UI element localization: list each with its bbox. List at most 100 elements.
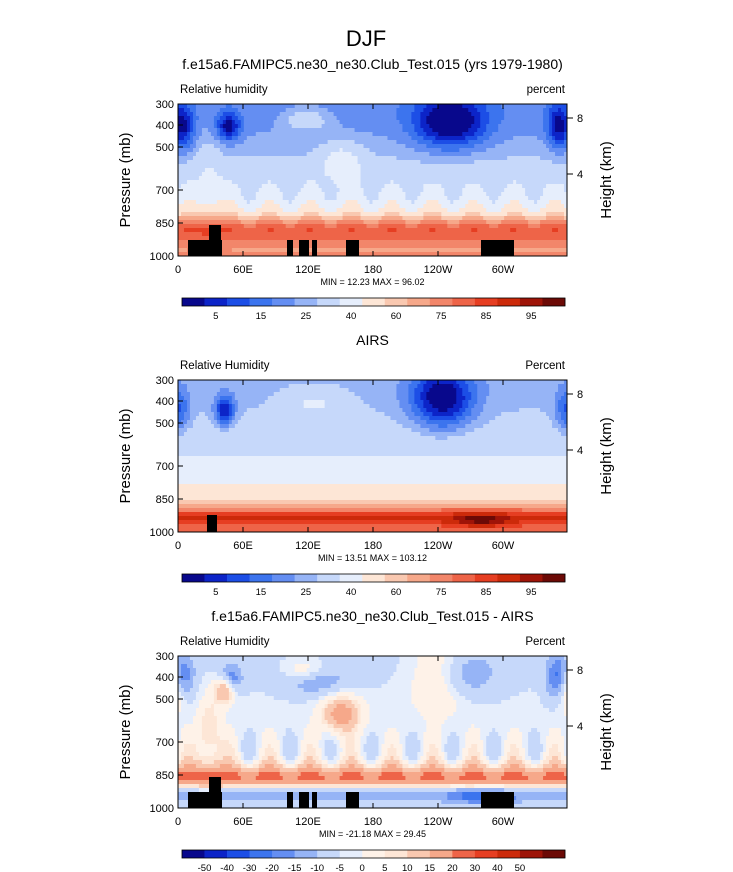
heatmap-cell xyxy=(324,224,329,229)
heatmap-cell xyxy=(240,236,245,241)
heatmap-cell xyxy=(372,148,376,153)
heatmap-cell xyxy=(495,216,499,221)
heatmap-cell xyxy=(225,180,230,185)
heatmap-cell xyxy=(453,208,457,213)
heatmap-cell xyxy=(501,204,505,209)
heatmap-cell xyxy=(486,224,490,229)
heatmap-cell xyxy=(267,168,272,173)
heatmap-cell xyxy=(504,156,508,161)
heatmap-cell xyxy=(495,148,499,153)
heatmap-cell xyxy=(351,188,355,193)
heatmap-cell xyxy=(360,140,364,145)
heatmap-cell xyxy=(408,236,412,241)
heatmap-cell xyxy=(411,104,415,109)
heatmap-cell xyxy=(339,120,343,125)
heatmap-cell xyxy=(222,112,227,117)
heatmap-cell xyxy=(267,220,272,225)
heatmap-cell xyxy=(294,200,299,205)
heatmap-cell xyxy=(525,156,529,161)
heatmap-cell xyxy=(297,216,302,221)
heatmap-cell xyxy=(429,176,433,181)
heatmap-cell xyxy=(501,112,505,117)
heatmap-cell xyxy=(408,188,412,193)
heatmap-cell xyxy=(429,124,433,129)
heatmap-cell xyxy=(336,240,340,245)
heatmap-cell xyxy=(396,112,400,117)
heatmap-cell xyxy=(270,176,275,181)
heatmap-cell xyxy=(429,228,433,233)
heatmap-cell xyxy=(351,172,355,177)
heatmap-cell xyxy=(336,236,340,241)
heatmap-cell xyxy=(300,152,305,157)
heatmap-cell xyxy=(201,136,206,141)
heatmap-cell xyxy=(192,176,197,181)
heatmap-cell xyxy=(561,200,565,205)
heatmap-cell xyxy=(438,192,442,197)
heatmap-cell xyxy=(234,252,239,257)
heatmap-cell xyxy=(411,208,415,213)
heatmap-cell xyxy=(420,240,424,245)
heatmap-cell xyxy=(228,132,233,137)
heatmap-cell xyxy=(282,192,287,197)
heatmap-cell xyxy=(540,236,544,241)
heatmap-cell xyxy=(216,200,221,205)
heatmap-cell xyxy=(360,152,364,157)
heatmap-cell xyxy=(246,228,251,233)
heatmap-cell xyxy=(453,216,457,221)
heatmap-cell xyxy=(450,132,454,137)
heatmap-cell xyxy=(204,104,209,109)
heatmap-cell xyxy=(366,104,370,109)
heatmap-cell xyxy=(435,108,439,113)
heatmap-cell xyxy=(285,184,290,189)
heatmap-cell xyxy=(432,220,436,225)
heatmap-cell xyxy=(192,172,197,177)
heatmap-cell xyxy=(402,172,406,177)
heatmap-cell xyxy=(525,244,529,249)
heatmap-cell xyxy=(486,196,490,201)
heatmap-cell xyxy=(453,144,457,149)
heatmap-cell xyxy=(489,232,493,237)
heatmap-cell xyxy=(432,128,436,133)
heatmap-cell xyxy=(528,240,532,245)
heatmap-cell xyxy=(285,176,290,181)
heatmap-cell xyxy=(558,176,562,181)
heatmap-cell xyxy=(186,228,191,233)
heatmap-cell xyxy=(444,184,448,189)
heatmap-cell xyxy=(336,172,340,177)
heatmap-cell xyxy=(393,132,397,137)
heatmap-cell xyxy=(459,116,463,121)
heatmap-cell xyxy=(336,200,340,205)
heatmap-cell xyxy=(468,196,472,201)
heatmap-cell xyxy=(261,220,266,225)
heatmap-cell xyxy=(330,168,334,173)
heatmap-cell xyxy=(261,132,266,137)
heatmap-cell xyxy=(441,176,445,181)
heatmap-cell xyxy=(552,240,556,245)
heatmap-cell xyxy=(294,208,299,213)
heatmap-cell xyxy=(462,140,466,145)
heatmap-cell xyxy=(201,224,206,229)
heatmap-cell xyxy=(303,208,308,213)
heatmap-cell xyxy=(255,172,260,177)
heatmap-cell xyxy=(330,248,334,253)
heatmap-cell xyxy=(519,140,523,145)
heatmap-cell xyxy=(561,124,565,129)
heatmap-cell xyxy=(441,132,445,137)
heatmap-cell xyxy=(231,140,236,145)
heatmap-cell xyxy=(399,192,403,197)
heatmap-cell xyxy=(324,204,329,209)
heatmap-cell xyxy=(354,128,358,133)
heatmap-cell xyxy=(192,120,197,125)
heatmap-cell xyxy=(178,220,182,225)
heatmap-cell xyxy=(195,188,200,193)
heatmap-cell xyxy=(459,204,463,209)
heatmap-cell xyxy=(405,124,409,129)
heatmap-cell xyxy=(435,188,439,193)
heatmap-cell xyxy=(477,156,481,161)
heatmap-cell xyxy=(198,120,203,125)
heatmap-cell xyxy=(510,204,514,209)
heatmap-cell xyxy=(501,188,505,193)
heatmap-cell xyxy=(462,252,466,257)
heatmap-cell xyxy=(501,224,505,229)
heatmap-cell xyxy=(420,160,424,165)
